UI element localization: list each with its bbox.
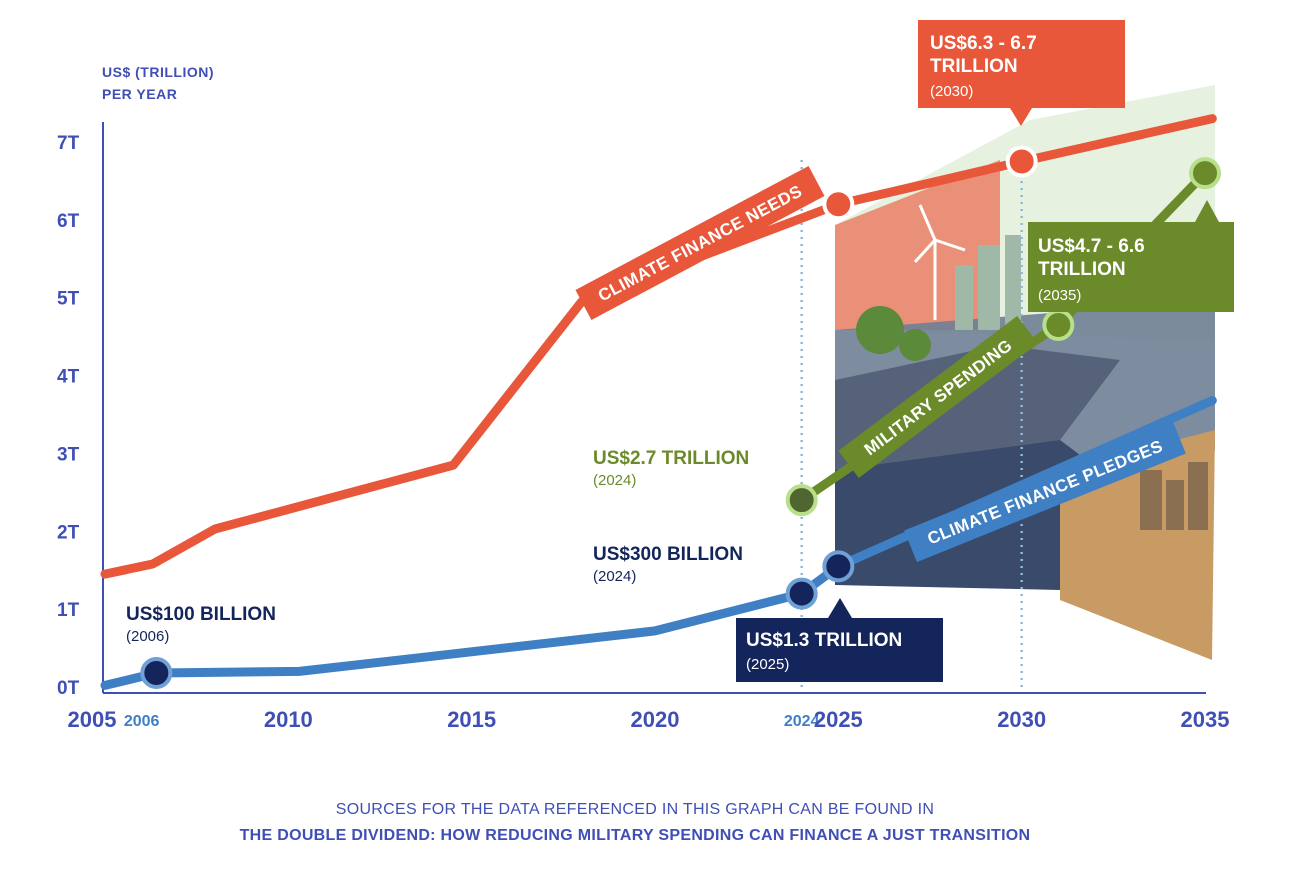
callout-pledges-2006-sub: (2006) (126, 628, 169, 645)
turbine-blade (918, 204, 937, 241)
y-axis-label-line2: PER YEAR (102, 86, 177, 102)
x-tick-label: 2025 (814, 707, 863, 732)
series-label-needs-bg (575, 166, 825, 320)
data-point-needs (822, 188, 855, 221)
callout-pledges-2025-title: US$1.3 TRILLION (746, 630, 902, 651)
building (1140, 470, 1162, 530)
desert-buildings (1140, 462, 1208, 530)
y-tick-label: 6T (57, 211, 80, 232)
y-tick-label: 7T (57, 133, 80, 154)
callout-military-2024-title: US$2.7 TRILLION (593, 448, 749, 469)
series-line-needs (100, 114, 1217, 579)
x-tick-label: 2020 (631, 707, 680, 732)
callout-military-2035-box (1028, 200, 1234, 312)
callout-military-2035: US$4.7 - 6.6 TRILLION (2035) (1028, 200, 1234, 312)
data-point-pledges (822, 550, 855, 583)
tree-crown (856, 306, 904, 354)
y-tick-label: 4T (57, 367, 80, 388)
source-note: SOURCES FOR THE DATA REFERENCED IN THIS … (335, 801, 935, 818)
data-point-pledges (785, 577, 818, 610)
gridlines (800, 160, 1023, 693)
x-tick-label: 2015 (447, 707, 496, 732)
series-label-needs: CLIMATE FINANCE NEEDS (575, 166, 825, 320)
callout-pledges-2025: US$1.3 TRILLION (2025) (736, 598, 943, 682)
turbine-blade (934, 238, 966, 252)
axes: 0T 1T 2T 3T 4T 5T 6T 7T 2005 2006 2010 2015 2020 2024… (57, 122, 1229, 732)
data-point-needs (1005, 145, 1038, 178)
tree-crown (899, 329, 931, 361)
x-tick-label: 2006 (124, 713, 160, 730)
building (1166, 480, 1184, 530)
tower (955, 265, 973, 330)
series-label-military-bg (838, 316, 1038, 478)
callout-needs-2030-title1: US$6.3 - 6.7 (930, 33, 1037, 54)
callout-needs-2030-sub: (2030) (930, 83, 973, 100)
callout-pledges-2006-title: US$100 BILLION (126, 604, 276, 625)
data-markers (140, 145, 1221, 689)
callout-military-2035-title1: US$4.7 - 6.6 (1038, 236, 1145, 257)
y-axis-label-line1: US$ (TRILLION) (102, 64, 214, 80)
callout-pledges-2024-sub: (2024) (593, 568, 636, 585)
data-point-pledges (140, 656, 173, 689)
x-tick-label: 2010 (264, 707, 313, 732)
y-tick-label: 0T (57, 678, 80, 699)
callout-military-2035-title2: TRILLION (1038, 259, 1126, 280)
tree-icon (856, 306, 931, 361)
source-title: THE DOUBLE DIVIDEND: HOW REDUCING MILITA… (239, 827, 1031, 844)
callout-military-2035-sub: (2035) (1038, 287, 1081, 304)
x-tick-label: 2005 (68, 707, 117, 732)
y-tick-label: 5T (57, 289, 80, 310)
series-label-pledges-bg (904, 421, 1186, 563)
data-point-military (785, 484, 818, 517)
tower (1005, 235, 1021, 330)
callout-needs-2030: US$6.3 - 6.7 TRILLION (2030) (918, 20, 1125, 126)
data-point-military (1189, 157, 1221, 190)
y-tick-label: 2T (57, 522, 80, 543)
callout-needs-2030-title2: TRILLION (930, 56, 1018, 77)
wind-turbine-icon (913, 204, 966, 320)
y-tick-label: 1T (57, 600, 80, 621)
x-tick-label: 2035 (1181, 707, 1230, 732)
callout-pledges-2025-box (736, 598, 943, 682)
callout-military-2024-sub: (2024) (593, 472, 636, 489)
city-towers (955, 235, 1021, 330)
callout-needs-2030-box (918, 20, 1125, 126)
data-point-military (1042, 308, 1075, 341)
x-tick-label: 2030 (997, 707, 1046, 732)
x-tick-label: 2024 (784, 713, 820, 730)
turbine-blade (913, 238, 937, 264)
building (1188, 462, 1208, 530)
callout-pledges-2025-sub: (2025) (746, 656, 789, 673)
tower (978, 245, 1000, 330)
y-tick-label: 3T (57, 444, 80, 465)
callout-pledges-2024-title: US$300 BILLION (593, 544, 743, 565)
series-label-needs-text: CLIMATE FINANCE NEEDS (595, 181, 806, 305)
